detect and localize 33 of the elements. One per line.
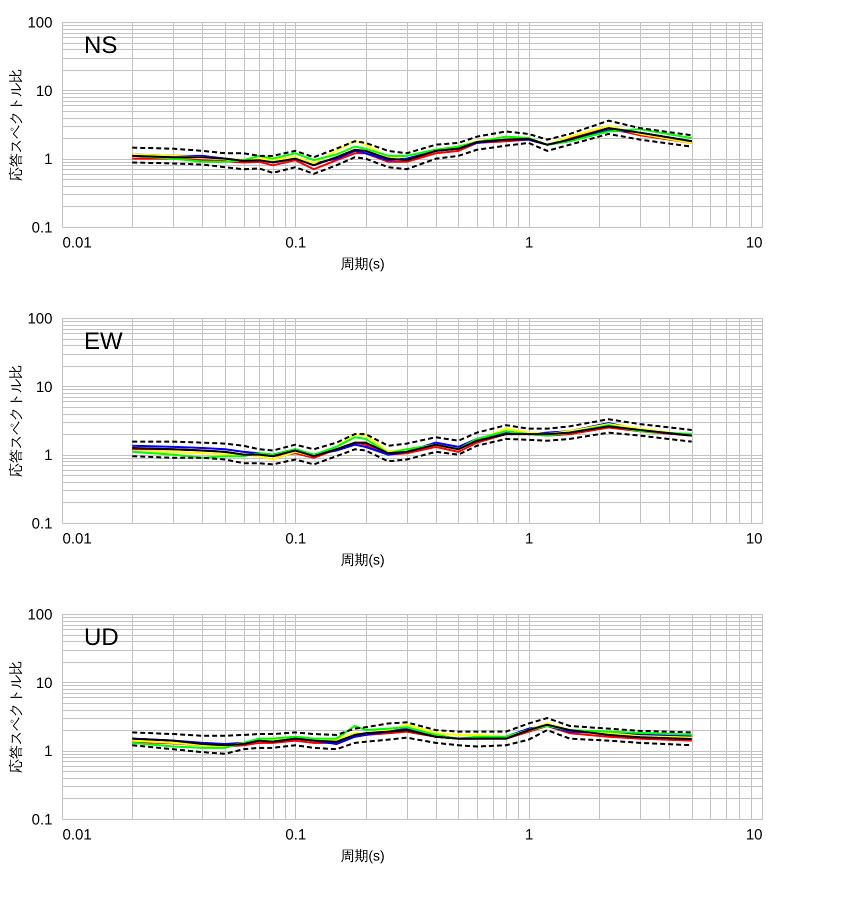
x-tick-label: 10 <box>746 826 762 844</box>
chart-title: NS <box>84 32 118 59</box>
y-tick-label: 1 <box>44 151 52 168</box>
x-tick-label: 1 <box>524 826 534 844</box>
x-tick-label: 10 <box>746 530 762 548</box>
y-tick-label: 10 <box>36 674 52 692</box>
y-axis-title: 応答スペクトル比 <box>7 69 24 181</box>
y-tick-label: 10 <box>36 378 52 396</box>
y-axis-title: 応答スペクトル比 <box>7 661 24 773</box>
y-tick-label: 10 <box>36 82 52 100</box>
y-tick-label: 100 <box>27 606 52 624</box>
x-tick-label: 0.1 <box>285 234 306 252</box>
x-axis-title: 周期(s) <box>340 848 385 864</box>
x-axis-title: 周期(s) <box>340 552 385 568</box>
y-tick-label: 100 <box>27 310 52 328</box>
y-axis-title: 応答スペクトル比 <box>7 365 24 477</box>
y-tick-label: 1 <box>44 447 52 464</box>
y-tick-label: 0.1 <box>32 516 52 532</box>
chart-title: EW <box>84 328 124 355</box>
x-tick-label: 0.01 <box>62 530 92 548</box>
x-tick-label: 0.01 <box>62 234 92 252</box>
y-tick-label: 100 <box>27 14 52 32</box>
x-tick-label: 0.01 <box>62 826 92 844</box>
chart-title: UD <box>84 624 119 651</box>
x-tick-label: 1 <box>524 530 534 548</box>
x-tick-label: 10 <box>746 234 762 252</box>
x-axis-title: 周期(s) <box>340 256 385 272</box>
x-tick-label: 0.1 <box>285 530 306 548</box>
y-tick-label: 0.1 <box>32 220 52 236</box>
y-tick-label: 1 <box>44 743 52 760</box>
x-tick-label: 0.1 <box>285 826 306 844</box>
x-tick-label: 1 <box>524 234 534 252</box>
y-tick-label: 0.1 <box>32 812 52 828</box>
